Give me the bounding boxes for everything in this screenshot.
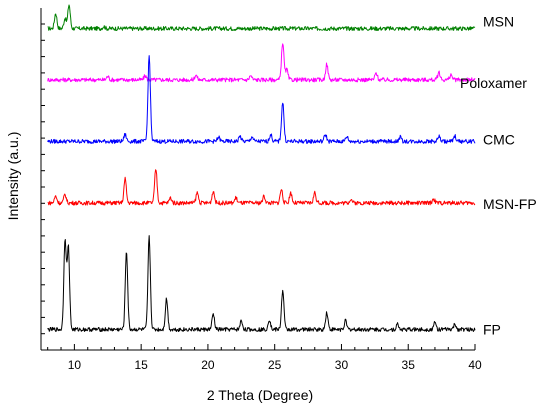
- x-tick-label: 15: [134, 358, 148, 372]
- xrd-traces: [47, 4, 476, 333]
- series-labels: MSN Poloxamer CMC MSN-FP FP: [460, 14, 537, 338]
- x-tick-label: 35: [402, 358, 416, 372]
- x-tick-label: 25: [268, 358, 282, 372]
- y-axis-title: Intensity (a.u.): [5, 132, 21, 221]
- x-axis-title: 2 Theta (Degree): [207, 387, 313, 403]
- x-tick-label: 30: [335, 358, 349, 372]
- x-tick-label: 20: [201, 358, 215, 372]
- series-line-fp: [47, 235, 476, 333]
- axes: 10 15 20 25 30 35 40: [40, 8, 482, 372]
- series-label: MSN: [483, 14, 514, 30]
- series-line-poloxamer: [47, 43, 476, 83]
- series-line-msn-fp: [47, 169, 476, 206]
- series-line-msn: [47, 4, 476, 32]
- x-tick-label: 10: [68, 358, 82, 372]
- x-tick-label: 40: [468, 358, 482, 372]
- series-label: MSN-FP: [483, 196, 537, 212]
- series-line-cmc: [47, 55, 476, 144]
- series-label: Poloxamer: [460, 75, 527, 91]
- series-label: FP: [483, 321, 501, 337]
- series-label: CMC: [483, 131, 515, 147]
